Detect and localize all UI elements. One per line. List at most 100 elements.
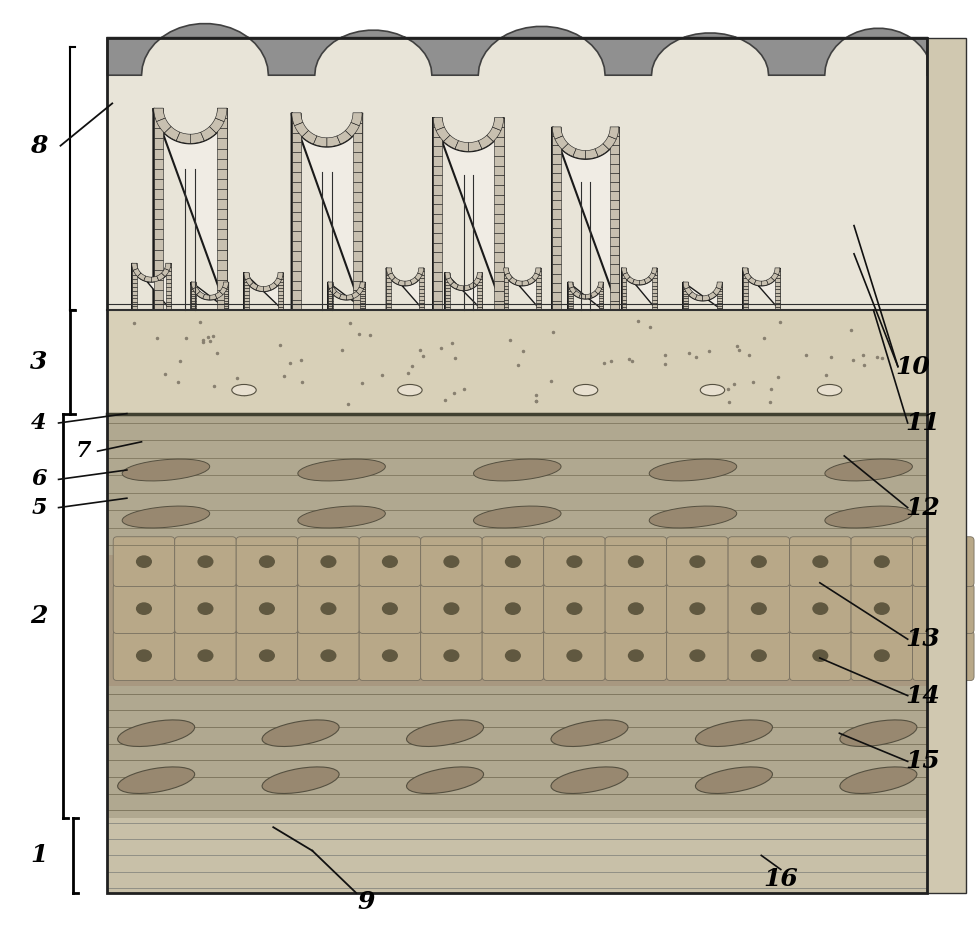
Polygon shape	[154, 270, 163, 280]
Polygon shape	[340, 294, 346, 300]
Polygon shape	[433, 185, 442, 195]
Polygon shape	[278, 275, 283, 279]
Polygon shape	[652, 290, 657, 292]
Polygon shape	[224, 301, 228, 304]
Polygon shape	[652, 303, 657, 306]
Polygon shape	[477, 291, 482, 294]
Polygon shape	[598, 287, 603, 290]
Ellipse shape	[382, 556, 398, 568]
Polygon shape	[292, 133, 301, 143]
Polygon shape	[273, 278, 281, 286]
Ellipse shape	[197, 603, 214, 615]
Polygon shape	[154, 209, 163, 219]
Ellipse shape	[407, 767, 483, 793]
Polygon shape	[244, 275, 249, 279]
Polygon shape	[218, 108, 227, 118]
Polygon shape	[154, 240, 163, 250]
Polygon shape	[353, 143, 362, 152]
Polygon shape	[419, 300, 424, 304]
Polygon shape	[568, 282, 603, 310]
Polygon shape	[717, 296, 722, 299]
Polygon shape	[536, 296, 541, 300]
Polygon shape	[477, 289, 482, 291]
Polygon shape	[218, 138, 227, 149]
FancyBboxPatch shape	[298, 537, 359, 587]
Polygon shape	[292, 251, 301, 260]
Text: 5: 5	[31, 496, 47, 519]
Polygon shape	[717, 285, 722, 287]
Polygon shape	[717, 282, 722, 284]
Polygon shape	[457, 285, 464, 290]
Polygon shape	[191, 282, 228, 310]
Polygon shape	[717, 308, 722, 310]
Polygon shape	[201, 127, 217, 141]
Polygon shape	[218, 240, 227, 250]
FancyBboxPatch shape	[913, 631, 974, 681]
Polygon shape	[218, 250, 227, 259]
Polygon shape	[610, 246, 619, 256]
Text: 16: 16	[763, 867, 798, 891]
Ellipse shape	[812, 650, 829, 662]
Polygon shape	[717, 299, 722, 301]
Polygon shape	[328, 294, 333, 296]
Text: 13: 13	[905, 627, 940, 651]
Polygon shape	[766, 277, 774, 285]
Polygon shape	[351, 113, 362, 126]
Polygon shape	[278, 298, 283, 301]
Polygon shape	[473, 277, 481, 285]
Ellipse shape	[935, 603, 952, 615]
Ellipse shape	[874, 650, 890, 662]
Polygon shape	[292, 113, 301, 123]
Polygon shape	[157, 273, 165, 280]
Polygon shape	[444, 135, 459, 149]
Polygon shape	[743, 268, 748, 272]
Polygon shape	[598, 306, 603, 308]
Ellipse shape	[874, 603, 890, 615]
Polygon shape	[353, 241, 362, 251]
Polygon shape	[552, 127, 563, 139]
Polygon shape	[476, 273, 482, 279]
FancyBboxPatch shape	[605, 631, 667, 681]
Polygon shape	[552, 283, 561, 292]
Polygon shape	[107, 24, 932, 75]
Polygon shape	[552, 264, 561, 274]
Polygon shape	[610, 219, 619, 227]
Polygon shape	[278, 294, 283, 298]
Polygon shape	[419, 296, 424, 300]
Polygon shape	[292, 163, 301, 172]
Polygon shape	[218, 199, 227, 209]
Polygon shape	[433, 195, 442, 204]
Polygon shape	[610, 200, 619, 210]
Polygon shape	[504, 274, 508, 278]
Polygon shape	[386, 286, 391, 290]
Polygon shape	[218, 259, 227, 270]
Polygon shape	[419, 292, 424, 296]
Polygon shape	[717, 306, 722, 308]
Polygon shape	[610, 145, 619, 154]
Polygon shape	[154, 179, 163, 189]
Polygon shape	[156, 118, 171, 133]
Polygon shape	[504, 268, 509, 274]
Polygon shape	[328, 287, 333, 290]
Polygon shape	[598, 291, 603, 294]
Text: 2: 2	[30, 603, 48, 628]
Polygon shape	[292, 260, 301, 271]
Polygon shape	[386, 274, 391, 278]
Polygon shape	[610, 291, 619, 301]
Polygon shape	[346, 122, 359, 136]
Polygon shape	[132, 287, 137, 290]
Polygon shape	[224, 296, 228, 299]
FancyBboxPatch shape	[421, 631, 482, 681]
Polygon shape	[224, 282, 228, 284]
Polygon shape	[191, 287, 196, 290]
Polygon shape	[445, 279, 450, 282]
Polygon shape	[622, 286, 627, 290]
Polygon shape	[277, 273, 283, 280]
Polygon shape	[579, 293, 586, 299]
Polygon shape	[154, 219, 163, 229]
Ellipse shape	[825, 459, 913, 481]
Ellipse shape	[574, 384, 598, 396]
Polygon shape	[610, 274, 619, 283]
Polygon shape	[504, 303, 508, 306]
Polygon shape	[419, 303, 424, 306]
